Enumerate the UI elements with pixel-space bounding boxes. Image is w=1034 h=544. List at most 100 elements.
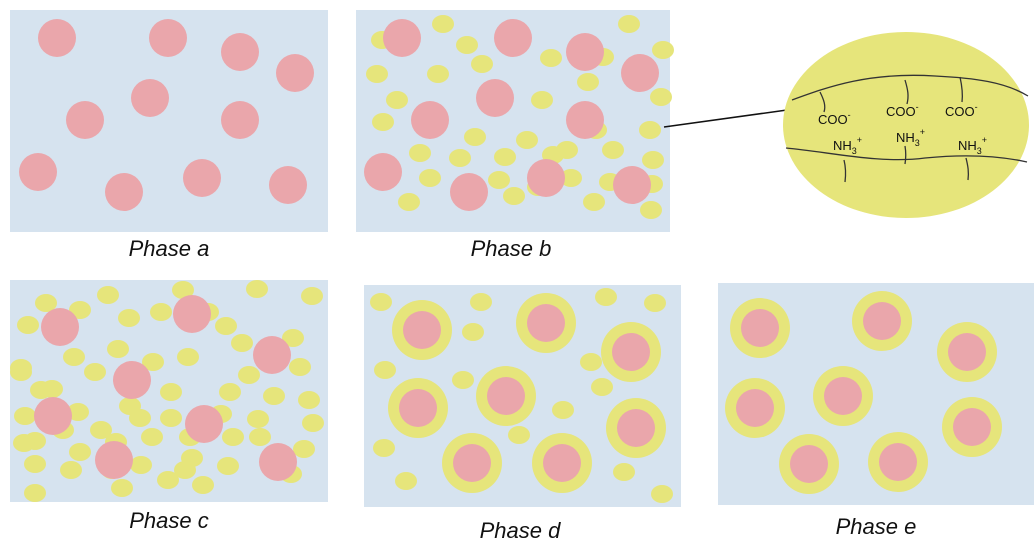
particle xyxy=(953,408,991,446)
caption-phase-c: Phase c xyxy=(129,508,209,533)
polymer-droplet xyxy=(263,387,285,405)
polymer-droplet xyxy=(150,303,172,321)
polymer-droplet xyxy=(60,461,82,479)
polymer-droplet xyxy=(10,363,32,381)
polymer-droplet xyxy=(419,169,441,187)
particle xyxy=(149,19,187,57)
particle xyxy=(269,166,307,204)
panel-phase-b: Phase b xyxy=(356,10,674,261)
polymer-droplet xyxy=(602,141,624,159)
polymer-droplet xyxy=(639,121,661,139)
amine-label: NH3+ xyxy=(833,135,862,156)
polymer-droplet xyxy=(160,383,182,401)
polymer-droplet xyxy=(488,171,510,189)
panel-phase-d: Phase d xyxy=(364,285,681,543)
polymer-droplet xyxy=(398,193,420,211)
polymer-droplet xyxy=(560,169,582,187)
polymer-droplet xyxy=(14,407,36,425)
particle xyxy=(95,441,133,479)
panel-phase-a: Phase a xyxy=(10,10,328,261)
polymer-droplet xyxy=(372,113,394,131)
side-chain xyxy=(819,91,826,113)
polymer-droplet xyxy=(160,409,182,427)
polymer-droplet xyxy=(552,401,574,419)
caption-phase-d: Phase d xyxy=(480,518,561,543)
polymer-droplet xyxy=(107,340,129,358)
polymer-droplet xyxy=(157,471,179,489)
particle xyxy=(253,336,291,374)
particle xyxy=(824,377,862,415)
side-chain xyxy=(959,76,964,103)
polymer-droplet xyxy=(462,323,484,341)
polymer-chain-bottom xyxy=(785,147,1028,163)
caption-phase-e: Phase e xyxy=(836,514,917,539)
polymer-droplet xyxy=(642,151,664,169)
polymer-droplet xyxy=(452,371,474,389)
polymer-droplet xyxy=(580,353,602,371)
particle xyxy=(613,166,651,204)
polymer-droplet xyxy=(246,280,268,298)
carboxyl-label: COO- xyxy=(818,110,851,127)
zoom-callout: COO- COO- COO- NH3+ NH3+ NH3+ xyxy=(663,32,1029,218)
polymer-droplet xyxy=(644,294,666,312)
polymer-droplet xyxy=(373,439,395,457)
amine-label: NH3+ xyxy=(896,127,925,148)
polymer-droplet xyxy=(24,455,46,473)
polymer-droplet xyxy=(17,316,39,334)
polymer-droplet xyxy=(577,73,599,91)
polymer-droplet xyxy=(409,144,431,162)
particle xyxy=(399,389,437,427)
particle xyxy=(948,333,986,371)
polymer-droplet xyxy=(583,193,605,211)
polymer-droplet xyxy=(516,131,538,149)
caption-phase-a: Phase a xyxy=(129,236,210,261)
polymer-droplet xyxy=(591,378,613,396)
polymer-droplet xyxy=(63,348,85,366)
polymer-droplet xyxy=(249,428,271,446)
carboxyl-label: COO- xyxy=(886,102,919,119)
particle xyxy=(621,54,659,92)
polymer-droplet xyxy=(69,443,91,461)
particle xyxy=(879,443,917,481)
particle xyxy=(403,311,441,349)
particle xyxy=(741,309,779,347)
particle xyxy=(276,54,314,92)
particle xyxy=(790,445,828,483)
polymer-droplet xyxy=(219,383,241,401)
polymer-droplet xyxy=(456,36,478,54)
particle xyxy=(259,443,297,481)
particle xyxy=(494,19,532,57)
polymer-droplet xyxy=(652,41,674,59)
particle xyxy=(527,159,565,197)
polymer-droplet xyxy=(370,293,392,311)
polymer-droplet xyxy=(471,55,493,73)
polymer-droplet xyxy=(67,403,89,421)
particle xyxy=(411,101,449,139)
polymer-chain-top xyxy=(791,74,1029,101)
carboxyl-label: COO- xyxy=(945,102,978,119)
polymer-droplet xyxy=(470,293,492,311)
polymer-droplet xyxy=(172,281,194,299)
polymer-droplet xyxy=(231,334,253,352)
polymer-droplet xyxy=(650,88,672,106)
polymer-droplet xyxy=(222,428,244,446)
particle xyxy=(221,33,259,71)
polymer-droplet xyxy=(366,65,388,83)
polymer-droplet xyxy=(395,472,417,490)
particle xyxy=(105,173,143,211)
particle xyxy=(527,304,565,342)
particle xyxy=(450,173,488,211)
polymer-droplet xyxy=(141,428,163,446)
polymer-droplet xyxy=(118,309,140,327)
particle xyxy=(383,19,421,57)
polymer-droplet xyxy=(90,421,112,439)
polymer-droplet xyxy=(386,91,408,109)
polymer-droplet xyxy=(238,366,260,384)
particle xyxy=(131,79,169,117)
polymer-droplet xyxy=(177,348,199,366)
polymer-droplet xyxy=(97,286,119,304)
polymer-droplet xyxy=(142,353,164,371)
particle xyxy=(113,361,151,399)
polymer-droplet xyxy=(174,461,196,479)
